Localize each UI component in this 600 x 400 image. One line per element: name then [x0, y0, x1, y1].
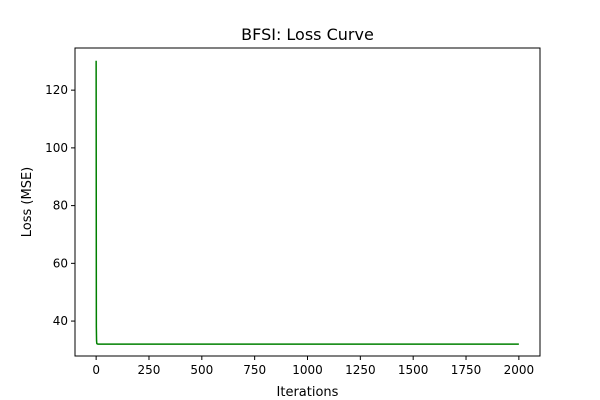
- plot-frame: [74, 47, 541, 357]
- x-tick-label: 0: [92, 363, 100, 377]
- x-tick-label: 250: [138, 363, 161, 377]
- y-axis: 40 60 80 100 120: [45, 83, 75, 328]
- x-axis: 0 250 500 750 1000 1250 1500 1750 2000: [92, 356, 534, 377]
- x-tick-label: 750: [243, 363, 266, 377]
- y-axis-label: Loss (MSE): [20, 167, 35, 237]
- x-tick-label: 1000: [292, 363, 323, 377]
- y-tick-label: 80: [53, 199, 68, 213]
- loss-series-line: [95, 60, 519, 345]
- x-tick-label: 2000: [504, 363, 535, 377]
- x-tick-label: 1250: [345, 363, 376, 377]
- plot-area: [95, 60, 519, 345]
- y-tick-label: 120: [45, 83, 68, 97]
- x-axis-label: Iterations: [277, 385, 339, 400]
- chart-title: BFSI: Loss Curve: [241, 25, 374, 44]
- x-tick-label: 500: [190, 363, 213, 377]
- y-tick-label: 100: [45, 141, 68, 155]
- x-tick-label: 1500: [398, 363, 429, 377]
- y-tick-label: 40: [53, 314, 68, 328]
- y-tick-label: 60: [53, 256, 68, 270]
- x-tick-label: 1750: [451, 363, 482, 377]
